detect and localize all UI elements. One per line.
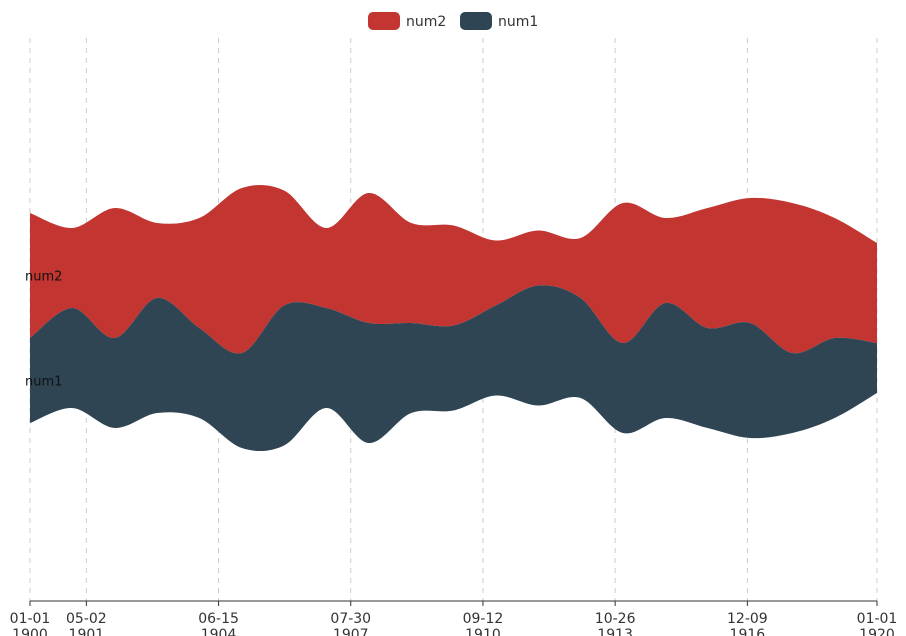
legend: num2 num1 [368, 12, 538, 30]
legend-label: num2 [406, 14, 446, 30]
stream-num2 [30, 184, 877, 354]
x-tick-label: 01-01 1900 [10, 611, 51, 636]
series-label-num1: num1 [25, 375, 62, 390]
x-tick-label: 06-15 1904 [198, 611, 239, 636]
legend-label: num1 [498, 14, 538, 30]
legend-item-num2[interactable]: num2 [368, 12, 446, 30]
x-axis-ticks: 01-01 1900 05-02 1901 06-15 1904 07-30 1907 09-1… [10, 601, 898, 636]
stream-num1 [30, 285, 877, 452]
legend-swatch [460, 12, 492, 30]
legend-swatch [368, 12, 400, 30]
x-tick-label: 10-26 1913 [595, 611, 636, 636]
legend-item-num1[interactable]: num1 [460, 12, 538, 30]
x-tick-label: 07-30 1907 [330, 611, 371, 636]
series-label-num2: num2 [25, 270, 62, 285]
series-labels: num2 num1 [25, 270, 62, 390]
x-tick-label: 01-01 1920 [857, 611, 898, 636]
streams [30, 184, 877, 452]
x-tick-label: 12-09 1916 [727, 611, 768, 636]
x-tick-label: 05-02 1901 [66, 611, 107, 636]
x-tick-label: 09-12 1910 [463, 611, 504, 636]
